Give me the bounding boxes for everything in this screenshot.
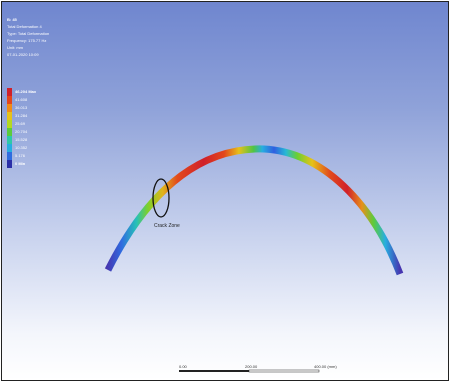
legend-swatch bbox=[7, 128, 12, 136]
legend-swatch bbox=[7, 152, 12, 160]
legend-swatch bbox=[7, 112, 12, 120]
scale-bar-segment bbox=[248, 369, 320, 373]
legend-label: 31.284 bbox=[15, 113, 28, 118]
scale-bar-segment bbox=[179, 370, 249, 372]
legend-label: 15.528 bbox=[15, 137, 28, 142]
legend-label: 10.352 bbox=[15, 145, 28, 150]
legend-label-min: 0 Min bbox=[15, 161, 26, 166]
deformed-arch-model[interactable] bbox=[2, 2, 449, 381]
legend-swatch bbox=[7, 120, 12, 128]
scale-label: 0.00 bbox=[179, 364, 187, 369]
result-unit: Unit: mm bbox=[7, 45, 23, 50]
result-type: Total Deformation 4 bbox=[7, 24, 42, 29]
scale-label: 200.00 bbox=[245, 364, 258, 369]
legend-label: 25.69 bbox=[15, 121, 26, 126]
crack-zone-marker bbox=[152, 178, 170, 218]
legend-swatch bbox=[7, 160, 12, 168]
legend-label: 41.608 bbox=[15, 97, 28, 102]
legend-swatch bbox=[7, 88, 12, 96]
legend-swatch bbox=[7, 96, 12, 104]
legend-label: 36.013 bbox=[15, 105, 28, 110]
legend-label: 5.176 bbox=[15, 153, 26, 158]
crack-zone-label: Crack Zone bbox=[154, 223, 180, 229]
arch-beam bbox=[104, 145, 404, 276]
result-timestamp: 07-01-2020 10:09 bbox=[7, 52, 39, 57]
result-frequency: Frequency: 175.77 Hz bbox=[7, 38, 47, 43]
legend-swatch bbox=[7, 104, 12, 112]
graphics-viewport[interactable]: B: 45 Total Deformation 4 Type: Total De… bbox=[2, 2, 448, 380]
legend-label: 20.704 bbox=[15, 129, 28, 134]
scale-label: 400.00 (mm) bbox=[314, 364, 337, 369]
result-type-detail: Type: Total Deformation bbox=[7, 31, 50, 36]
legend-swatch bbox=[7, 144, 12, 152]
legend-label-max: 46.204 Max bbox=[15, 89, 37, 94]
legend-swatch bbox=[7, 136, 12, 144]
result-id: B: 45 bbox=[7, 17, 17, 22]
